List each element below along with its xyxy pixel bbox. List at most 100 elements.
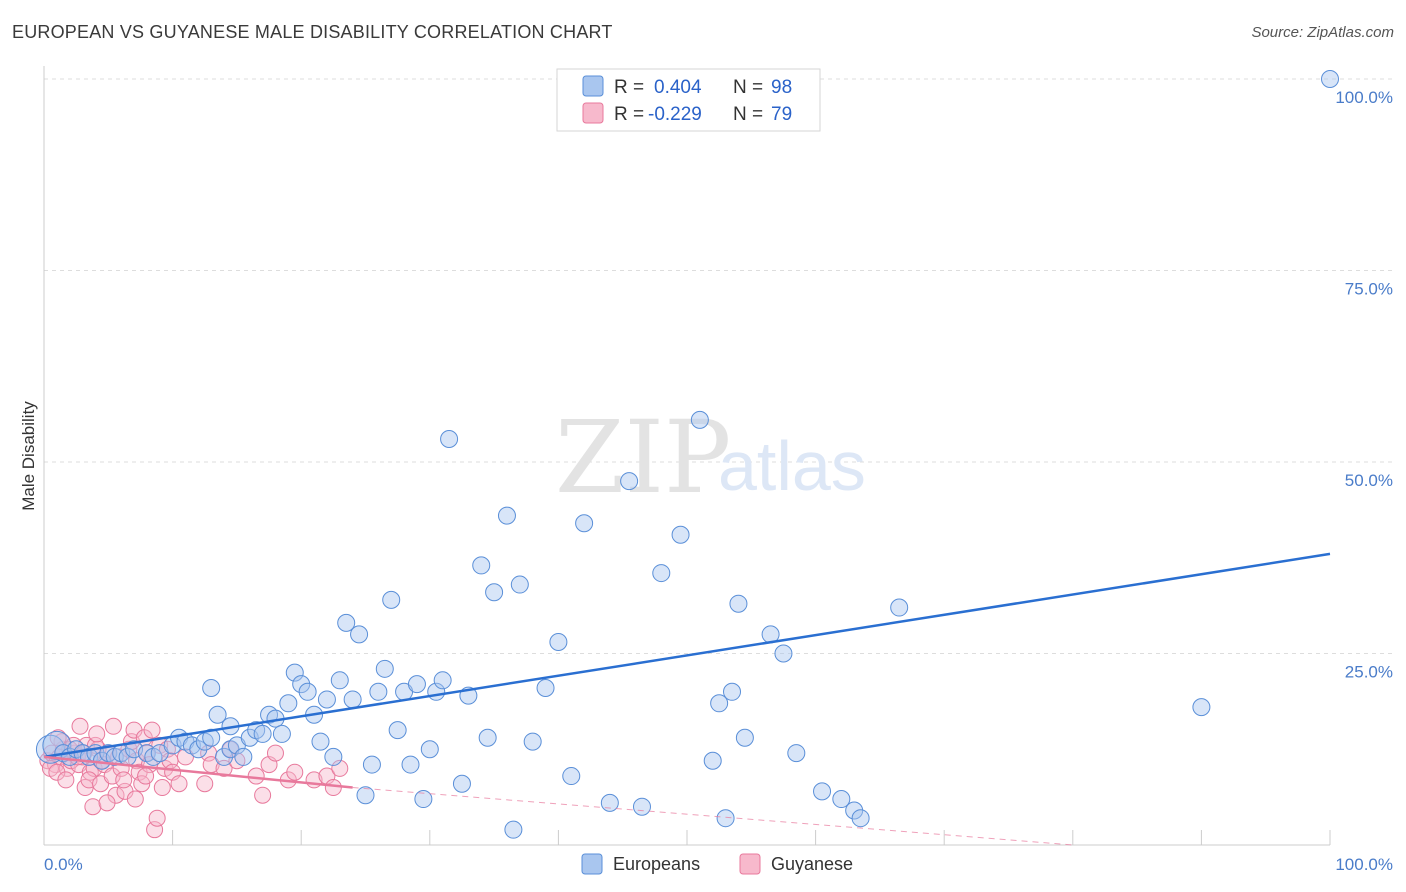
europeans-point-43: [317, 690, 336, 709]
guyanese-point-73: [88, 725, 106, 743]
guyanese-point-75: [104, 717, 122, 735]
guyanese-point-74: [98, 794, 116, 812]
europeans-point-86: [729, 594, 748, 613]
guyanese-point-67: [324, 779, 342, 797]
guyanese-point-70: [57, 771, 75, 789]
y-tick-label-1: 50.0%: [1345, 471, 1393, 490]
europeans-point-70: [510, 575, 529, 594]
europeans-point-77: [620, 472, 639, 491]
europeans-point-67: [485, 583, 504, 602]
europeans-point-95: [890, 598, 909, 617]
guyanese-point-38: [133, 775, 151, 793]
europeans-point-92: [832, 790, 851, 809]
europeans-point-71: [523, 732, 542, 751]
guyanese-point-62: [266, 744, 284, 762]
europeans-point-49: [356, 786, 375, 805]
europeans-point-78: [632, 797, 651, 816]
guyanese-point-53: [196, 775, 214, 793]
europeans-point-45: [330, 671, 349, 690]
europeans-point-90: [787, 744, 806, 763]
europeans-point-66: [478, 728, 497, 747]
grid-lines: [44, 78, 1395, 654]
europeans-point-89: [774, 644, 793, 663]
guyanese-point-68: [331, 759, 349, 777]
europeans-point-50: [362, 755, 381, 774]
guyanese-point-51: [170, 775, 188, 793]
europeans-point-63: [452, 774, 471, 793]
trend-lines: [43, 552, 1331, 846]
source-credit: Source: ZipAtlas.com: [1251, 24, 1394, 41]
europeans-point-44: [324, 747, 343, 766]
europeans-point-57: [407, 675, 426, 694]
y-tick-label-3: 100.0%: [1335, 88, 1393, 107]
europeans-points: [35, 70, 1339, 839]
europeans-point-96: [1192, 698, 1211, 717]
axes: [43, 66, 1331, 846]
guyanese-trend-line: [43, 755, 353, 789]
chart-title: EUROPEAN VS GUYANESE MALE DISABILITY COR…: [12, 22, 613, 42]
europeans-point-33: [253, 724, 272, 743]
guyanese-trend-extension: [352, 787, 1073, 846]
europeans-point-72: [536, 678, 555, 697]
europeans-point-38: [285, 663, 304, 682]
europeans-point-29: [202, 678, 221, 697]
europeans-point-58: [414, 790, 433, 809]
guyanese-point-44: [148, 809, 166, 827]
europeans-point-62: [440, 430, 459, 449]
guyanese-points: [39, 717, 349, 839]
europeans-point-39: [292, 675, 311, 694]
europeans-point-81: [690, 410, 709, 429]
guyanese-point-77: [126, 790, 144, 808]
europeans-point-21: [189, 740, 208, 759]
guyanese-point-59: [247, 767, 265, 785]
europeans-point-36: [272, 724, 291, 743]
legend-n-label-2: N =: [733, 104, 763, 125]
europeans-point-83: [710, 694, 729, 713]
watermark-atlas: atlas: [718, 427, 866, 505]
watermark-zip: ZIP: [555, 399, 731, 516]
legend-n-label-1: N =: [733, 77, 763, 98]
guyanese-point-76: [115, 771, 133, 789]
guyanese-point-52: [176, 748, 194, 766]
europeans-point-51: [369, 682, 388, 701]
europeans-point-91: [813, 782, 832, 801]
europeans-point-46: [337, 613, 356, 632]
legend-box: R = 0.404 N = 98 R = -0.229 N = 79: [556, 68, 821, 132]
europeans-point-65: [472, 556, 491, 575]
x-tick-labels: 0.0% 100.0%: [44, 855, 1393, 874]
legend-r-label-1: R =: [614, 77, 644, 98]
europeans-point-68: [497, 506, 516, 525]
europeans-point-87: [735, 728, 754, 747]
europeans-point-79: [652, 564, 671, 583]
legend-swatch-guyanese: [582, 102, 604, 124]
y-tick-labels: 25.0% 50.0% 75.0% 100.0%: [1335, 88, 1393, 682]
legend-n-value-1: 98: [771, 77, 792, 98]
europeans-point-59: [420, 740, 439, 759]
guyanese-point-64: [286, 763, 304, 781]
europeans-point-93: [845, 801, 864, 820]
europeans-point-73: [549, 633, 568, 652]
guyanese-point-46: [153, 779, 171, 797]
europeans-point-47: [343, 690, 362, 709]
europeans-point-24: [208, 705, 227, 724]
guyanese-point-23: [84, 798, 102, 816]
guyanese-point-42: [143, 721, 161, 739]
europeans-point-28: [234, 747, 253, 766]
europeans-point-54: [388, 721, 407, 740]
bottom-legend-europeans: Europeans: [613, 854, 700, 874]
legend-r-label-2: R =: [614, 104, 644, 125]
y-axis-label: Male Disability: [19, 401, 38, 511]
guyanese-point-78: [137, 767, 155, 785]
bottom-legend-guyanese: Guyanese: [771, 854, 853, 874]
europeans-point-40: [298, 682, 317, 701]
europeans-point-37: [279, 694, 298, 713]
europeans-point-75: [575, 514, 594, 533]
europeans-trend-line: [43, 552, 1331, 759]
y-tick-label-0: 25.0%: [1345, 663, 1393, 682]
bottom-legend-swatch-europeans: [581, 853, 603, 875]
legend-swatch-europeans: [582, 75, 604, 97]
bottom-legend-swatch-guyanese: [739, 853, 761, 875]
legend-r-value-2: -0.229: [648, 104, 702, 125]
europeans-point-48: [350, 625, 369, 644]
